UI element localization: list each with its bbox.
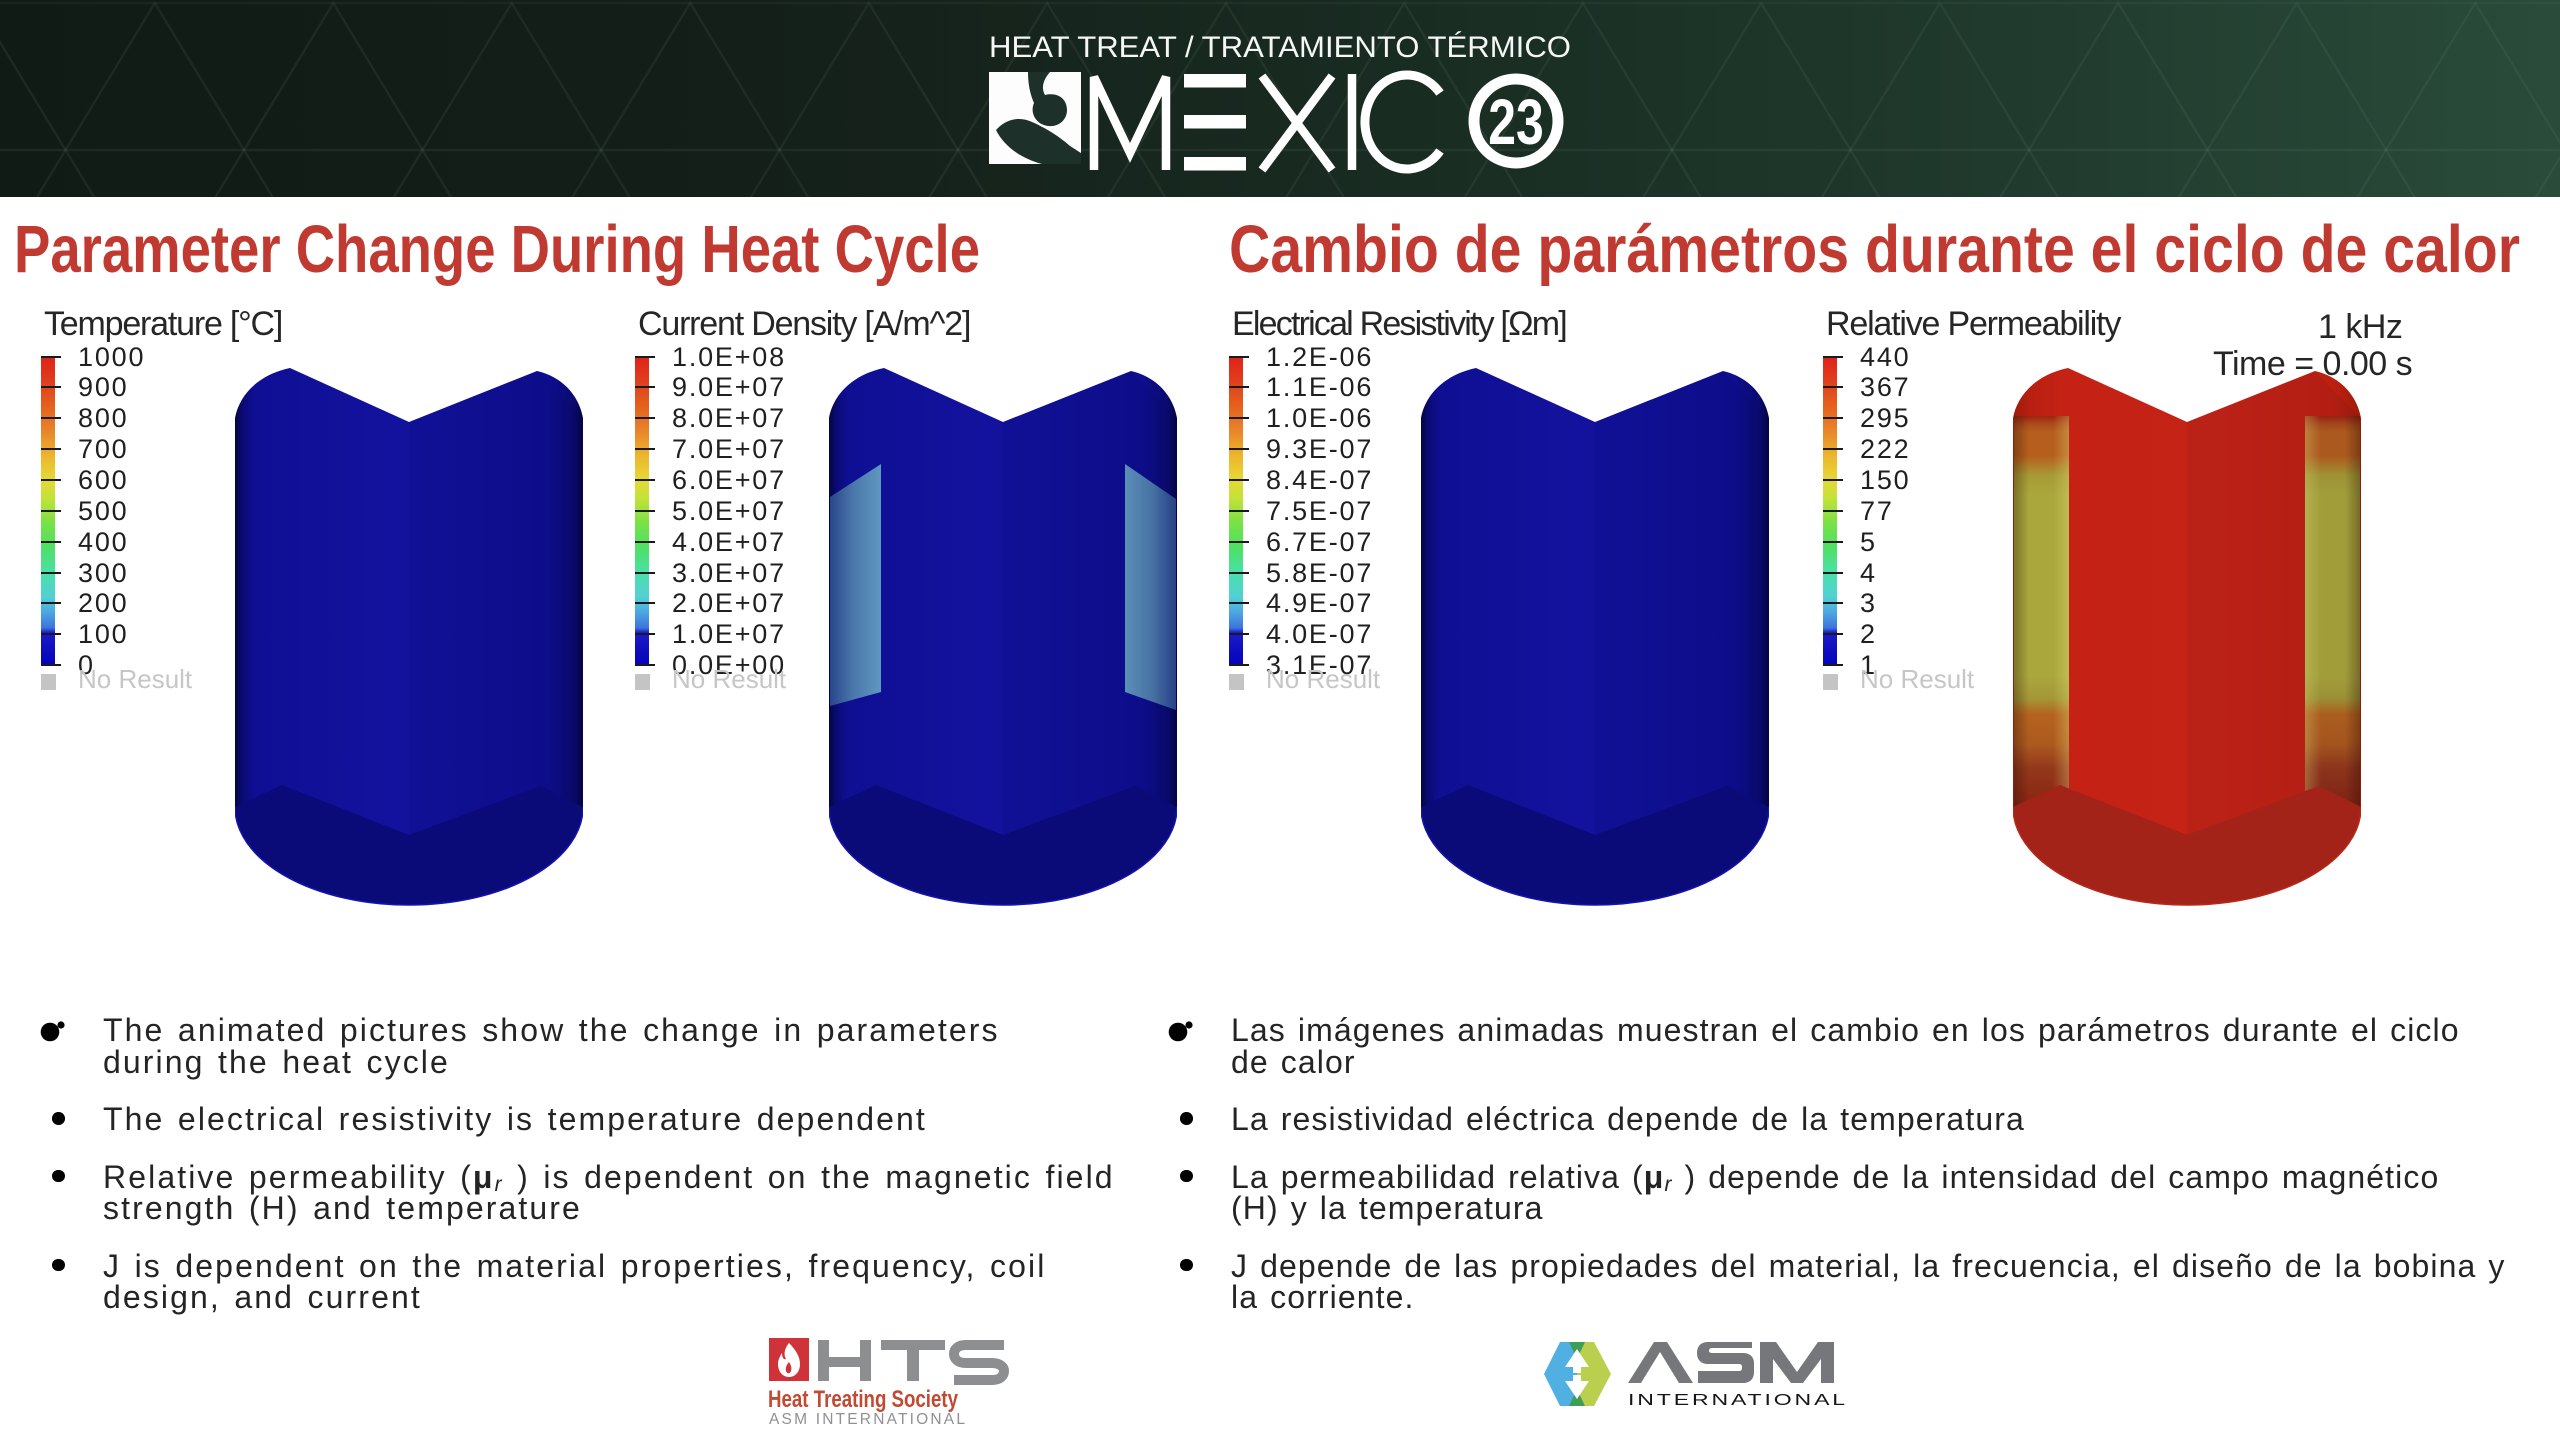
svg-text:23: 23 (1488, 87, 1544, 158)
svg-text:Parameter Change During Heat C: Parameter Change During Heat Cycle (14, 212, 980, 287)
svg-text:Heat Treating Society: Heat Treating Society (768, 1386, 959, 1413)
svg-text:HEAT TREAT / TRATAMIENTO TÉRMI: HEAT TREAT / TRATAMIENTO TÉRMICO (989, 31, 1571, 64)
svg-text:ASM INTERNATIONAL: ASM INTERNATIONAL (769, 1411, 967, 1428)
svg-text:Cambio de parámetros durante e: Cambio de parámetros durante el ciclo de… (1229, 212, 2520, 287)
svg-text:INTERNATIONAL: INTERNATIONAL (1628, 1392, 1848, 1409)
